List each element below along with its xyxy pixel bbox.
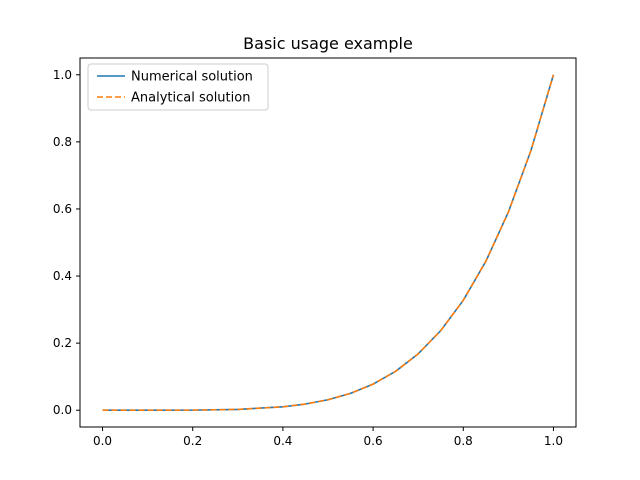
legend: Numerical solution Analytical solution [87,63,269,111]
axes-frame [79,57,577,428]
x-tick-label: 0.2 [183,434,202,448]
legend-label: Analytical solution [131,91,250,106]
x-axis: 0.0 0.2 0.4 0.6 0.8 1.0 [93,427,563,448]
y-tick-label: 0.6 [53,202,72,216]
legend-label: Numerical solution [131,70,253,85]
x-tick-label: 0.4 [273,434,292,448]
y-tick-label: 0.4 [53,269,72,283]
legend-box [87,63,269,111]
x-tick-label: 0.0 [93,434,112,448]
y-tick-label: 1.0 [53,68,72,82]
y-tick-label: 0.8 [53,135,72,149]
x-tick-label: 0.6 [364,434,383,448]
chart-title: Basic usage example [243,34,413,53]
x-tick-label: 1.0 [544,434,563,448]
y-tick-label: 0.2 [53,336,72,350]
series-line-analytical [102,74,555,412]
y-axis: 0.0 0.2 0.4 0.6 0.8 1.0 [53,68,80,417]
x-tick-label: 0.8 [454,434,473,448]
y-tick-label: 0.0 [53,403,72,417]
plot-lines [102,74,555,412]
